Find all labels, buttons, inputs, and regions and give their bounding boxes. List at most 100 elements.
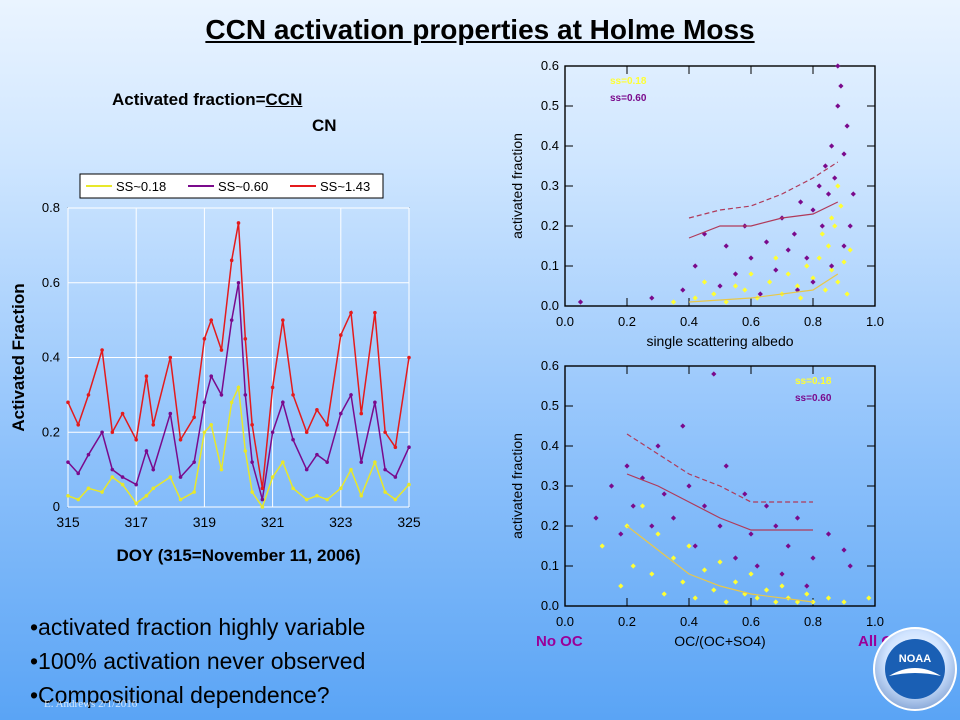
data-point [250,460,254,464]
scatter-point [686,483,692,489]
scatter-point [841,547,847,553]
legend-label: SS~0.18 [116,179,166,194]
scatter-point [835,279,841,285]
data-point [304,497,309,502]
x-tick-label: 325 [397,514,421,530]
scatter-point [791,231,797,237]
data-point [86,486,91,491]
scatter-point [835,103,841,109]
bullet-item: •100% activation never observed [30,648,366,674]
scatter-point [850,191,856,197]
y-tick-label: 0.5 [541,398,559,413]
y-tick-label: 0.2 [541,518,559,533]
data-point [304,430,309,435]
fit-line-0 [626,473,813,531]
scatter-point [835,183,841,189]
scatter-point [822,163,828,169]
scatter-point [711,371,717,377]
data-point [373,310,377,315]
fit-line-0 [688,201,839,239]
scatter-albedo-chart: 0.0 0.1 0.2 0.3 0.4 0.5 0.6 0.0 0.2 0.4 0.6 0.8 1.0 s… [509,58,884,349]
data-point [407,445,411,450]
scatter-point [757,291,763,297]
data-point [281,318,285,322]
scatter-point [717,523,723,529]
data-point [66,400,70,405]
data-point [144,449,149,453]
bullet-item: •activated fraction highly variable [30,614,366,640]
scatter-point [779,583,785,589]
scatter-point [825,243,832,249]
scatter-point [794,515,801,521]
x-axis-label: single scattering albedo [646,333,793,349]
data-point [168,411,173,416]
data-point [151,422,156,427]
data-point [270,385,275,390]
x-tick-label: 0.2 [618,614,636,629]
scatter-point [680,579,686,585]
x-tick-label: 0.6 [742,614,760,629]
data-point [66,493,70,498]
scatter-point [838,83,844,89]
scatter-point [748,271,754,277]
scatter-point [618,531,624,537]
bullet-list: •activated fraction highly variable •100… [30,610,365,712]
x-tick-label: 0.2 [618,314,636,329]
data-point [168,475,173,479]
data-point [281,400,285,405]
data-point [270,475,275,479]
data-point [291,393,295,397]
scatter-point [841,243,847,249]
legend-label: ss=0.18 [610,76,647,87]
data-point [144,493,149,498]
data-point [178,497,183,502]
scatter-point [810,279,816,285]
data-point [134,482,138,487]
scatter-point [847,247,853,253]
data-point [110,467,115,472]
scatter-point [773,599,779,605]
scatter-point [798,295,804,301]
formula-denominator: CN [312,116,337,135]
scatter-point [748,531,754,537]
scatter-point [639,503,646,509]
x-tick-label: 1.0 [866,614,884,629]
y-tick-label: 0.4 [541,438,559,453]
scatter-point [608,483,615,489]
scatter-point [866,595,872,601]
scatter-point [825,531,832,537]
data-point [202,337,207,341]
data-point [270,430,275,435]
x-tick-label: 1.0 [866,314,884,329]
data-point [304,467,309,472]
data-point [373,400,377,405]
x-tick-label: 0.8 [804,614,822,629]
series-line-2 [67,222,410,489]
legend-label: SS~1.43 [320,179,370,194]
data-point [229,258,234,263]
scatter-point [692,543,698,549]
scatter-point [829,263,835,269]
scatter-point [655,531,661,537]
scatter-point [670,555,677,561]
x-tick-label: 321 [261,514,285,530]
data-point [168,355,173,360]
data-point [250,422,254,427]
scatter-point [773,523,779,529]
data-point [393,475,398,479]
data-point [236,280,241,285]
data-point [100,348,104,352]
data-point [134,437,138,442]
scatter-point [748,571,754,577]
scatter-point [618,583,624,589]
scatter-point [692,263,698,269]
data-point [76,471,81,476]
data-point [144,374,149,378]
footer-author: E. Andrews 2/1/2016 [44,698,138,710]
data-point [120,482,125,487]
y-tick-label: 0.4 [541,138,559,153]
data-point [281,460,285,464]
data-point [349,467,353,472]
legend-label: ss=0.60 [610,93,647,104]
scatter-point [723,243,729,249]
